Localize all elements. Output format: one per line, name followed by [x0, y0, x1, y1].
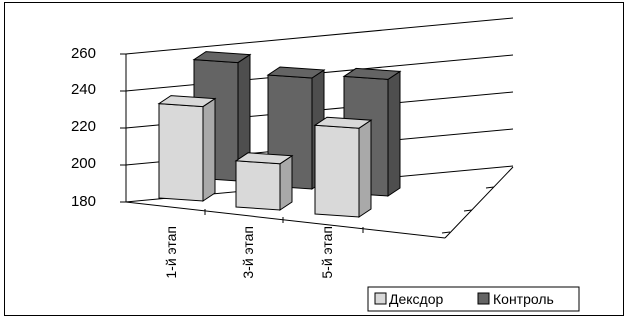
y-tick-label: 180 — [71, 193, 96, 210]
bar-side-face — [279, 154, 293, 211]
depth-axis-tick — [441, 231, 451, 234]
legend-label-control: Контроль — [493, 291, 554, 307]
bar-top-face — [192, 51, 252, 64]
depth-axis-tick — [463, 209, 473, 212]
y-axis-ticks: 180 200 220 240 260 — [71, 45, 96, 210]
bar-top-face — [234, 152, 294, 165]
bar-front-face — [314, 124, 360, 218]
bar-top-face — [313, 116, 373, 129]
y-tick-label: 240 — [71, 81, 96, 98]
x-category-label: 1-й этап — [163, 226, 179, 279]
y-tick-label: 220 — [71, 118, 96, 135]
bar-side-face — [387, 70, 401, 197]
depth-axis-line — [444, 166, 514, 239]
legend-box — [367, 286, 580, 312]
bar-dexdor-1 — [157, 95, 217, 202]
bar-top-face — [157, 95, 217, 108]
legend-label-dexdor: Дексдор — [389, 291, 444, 307]
bar-front-face — [235, 160, 281, 211]
bar-side-face — [358, 119, 372, 218]
bar-top-face — [266, 66, 326, 79]
bar-top-face — [342, 67, 402, 80]
depth-axis-tick — [485, 186, 495, 189]
bars — [157, 51, 402, 218]
legend: Дексдор Контроль — [367, 286, 580, 312]
bar-front-face — [158, 103, 204, 202]
x-axis-line — [125, 201, 446, 239]
x-category-label: 5-й этап — [319, 226, 335, 279]
y-tick-label: 200 — [71, 155, 96, 172]
bar-dexdor-2 — [234, 152, 294, 211]
gridline — [125, 17, 514, 55]
bar-side-face — [202, 97, 216, 202]
legend-swatch-control — [477, 292, 490, 305]
y-tick-label: 260 — [71, 45, 96, 62]
x-axis-category-labels: 1-й этап 3-й этап 5-й этап — [163, 226, 335, 279]
legend-swatch-dexdor — [374, 292, 387, 305]
bar-dexdor-3 — [313, 116, 373, 218]
x-category-label: 3-й этап — [240, 226, 256, 279]
axes — [120, 53, 514, 239]
